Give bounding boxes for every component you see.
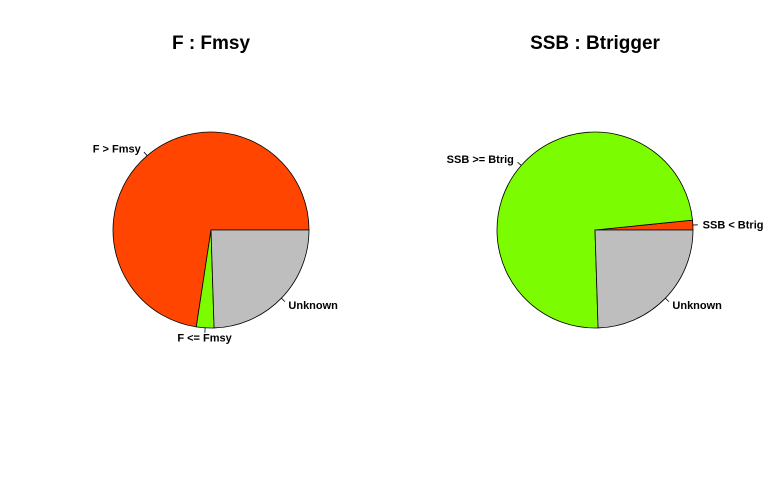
label-tick [517,161,522,166]
slice-label-ssb-btrig: SSB < Btrig [703,220,764,232]
pie-chart-ssb-btrigger: SSB : Btrigger SSB < Btrig SSB >= Btrig Un… [447,33,764,329]
pie-slices [496,131,694,329]
pie-chart-f-fmsy: F : Fmsy F > Fmsy F <= Fmsy Unknown [93,33,338,345]
slice-label-unknown: Unknown [672,300,722,312]
pie-slice-f-fmsy [112,131,310,328]
slice-label-f-fmsy: F <= Fmsy [177,333,232,345]
chart-title: F : Fmsy [172,33,251,54]
pie-slices [112,131,310,329]
pie-slice-unknown [594,229,694,329]
slice-label-f-fmsy: F > Fmsy [93,143,142,155]
pie-slice-unknown [210,229,310,329]
pie-labels: F > Fmsy F <= Fmsy Unknown [93,143,338,344]
slice-label-ssb-btrig: SSB >= Btrig [447,154,514,166]
label-tick [665,297,670,302]
label-tick [281,297,286,302]
chart-title: SSB : Btrigger [530,33,660,54]
slice-label-unknown: Unknown [288,300,338,312]
pie-labels: SSB < Btrig SSB >= Btrig Unknown [447,154,764,312]
label-tick [143,151,148,156]
